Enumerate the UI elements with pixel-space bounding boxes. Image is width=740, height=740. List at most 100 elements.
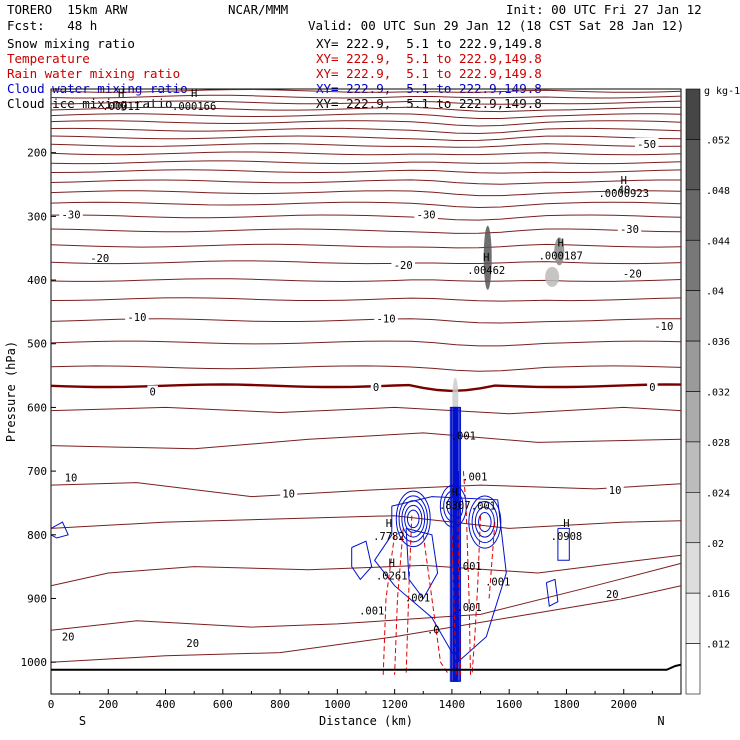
temperature-contour xyxy=(50,562,682,631)
temperature-label-bg xyxy=(280,487,298,499)
colorbar-bin xyxy=(685,340,701,392)
legend-section-coords: XY= 222.9, 5.1 to 222.9,149.8 xyxy=(316,51,542,66)
cloud-water-contour xyxy=(468,495,502,549)
temperature-contour xyxy=(50,515,682,529)
temperature-label-bg xyxy=(603,588,621,600)
extremum-marker: H xyxy=(118,88,124,100)
cloud-water-contour xyxy=(443,490,464,522)
rain-water-contour xyxy=(471,515,481,675)
temperature-contour xyxy=(50,100,682,105)
temperature-contour xyxy=(50,113,682,119)
x-tick-label: 1800 xyxy=(553,698,580,711)
temperature-label: -30 xyxy=(620,224,639,236)
temperature-label-bg xyxy=(647,381,658,393)
legend-section-coords: XY= 222.9, 5.1 to 222.9,149.8 xyxy=(316,66,542,81)
colorbar-tick-label: .02 xyxy=(706,539,724,550)
rain-water-contour xyxy=(462,471,471,675)
cloud-water-contour xyxy=(405,527,439,600)
temperature-contour xyxy=(50,243,682,249)
temperature-contour xyxy=(50,151,682,156)
temperature-label-bg xyxy=(374,312,398,324)
temperature-contour xyxy=(50,585,682,663)
y-tick-label: 300 xyxy=(27,210,47,223)
x-tick-label: 400 xyxy=(156,698,176,711)
temperature-label-bg xyxy=(414,208,438,220)
x-tick-label: 1400 xyxy=(439,698,466,711)
forecast-hour: Fcst: 48 h xyxy=(7,18,98,33)
y-tick-label: 400 xyxy=(27,274,47,287)
colorbar-bin xyxy=(685,290,701,342)
temperature-contour xyxy=(50,214,682,221)
temperature-contour xyxy=(50,179,681,185)
extremum-value: .0908 xyxy=(551,531,583,543)
cloud-water-contour xyxy=(50,521,69,539)
x-tick-label: 1200 xyxy=(381,698,408,711)
contour-value-label: .001 xyxy=(359,605,384,617)
contour-value-label: .001 xyxy=(462,472,487,484)
extremum-value: .000166 xyxy=(172,101,216,113)
temperature-contour xyxy=(50,94,682,99)
temperature-label: -20 xyxy=(90,253,109,265)
temperature-label-bg xyxy=(370,381,382,393)
temperature-label-bg xyxy=(59,630,77,642)
model-title: TORERO 15km ARW xyxy=(7,2,128,17)
colorbar-tick-label: .032 xyxy=(706,388,730,399)
north-end-label: N xyxy=(657,714,664,728)
cloud-water-contour xyxy=(406,509,420,529)
x-tick-label: 1600 xyxy=(496,698,523,711)
colorbar-bin xyxy=(685,88,701,140)
temperature-label: 10 xyxy=(65,472,78,484)
temperature-contour xyxy=(50,482,682,498)
temperature-contour xyxy=(50,406,682,415)
cloud-water-contour xyxy=(446,495,461,517)
cloud-water-contour xyxy=(471,500,499,544)
y-tick-label: 500 xyxy=(27,338,47,351)
y-tick-label: 800 xyxy=(27,529,47,542)
contour-value-label: .0 xyxy=(427,625,440,637)
contour-value-label: .001 xyxy=(451,430,476,442)
cloud-water-contour xyxy=(351,540,373,581)
rain-water-contour xyxy=(422,534,450,676)
colorbar-bin xyxy=(685,391,701,443)
y-tick-label: 200 xyxy=(27,147,47,160)
extremum-marker: H xyxy=(191,88,197,100)
temperature-label-bg xyxy=(59,208,83,220)
cloud-water-contour xyxy=(557,527,570,561)
temperature-contour xyxy=(50,160,682,165)
colorbar-bin xyxy=(685,643,701,695)
temperature-contour xyxy=(50,143,682,148)
x-tick-label: 0 xyxy=(48,698,55,711)
cloud-water-contour xyxy=(545,578,559,607)
cloud-water-contour xyxy=(398,495,428,543)
org-label: NCAR/MMM xyxy=(228,2,289,17)
temperature-label: 10 xyxy=(282,488,295,500)
contour-value-label: .001 xyxy=(456,602,481,614)
x-tick-label: 600 xyxy=(213,698,233,711)
colorbar-tick-label: .012 xyxy=(706,640,730,651)
legend-field-name: Temperature xyxy=(7,51,90,66)
colorbar-tick-label: .016 xyxy=(706,589,730,600)
contour-value-label: .001 xyxy=(456,561,481,573)
temperature-contour xyxy=(50,554,682,587)
colorbar-bin xyxy=(685,441,701,493)
temperature-label-bg xyxy=(606,484,624,496)
y-tick-label: 700 xyxy=(27,465,47,478)
temperature-contour xyxy=(50,169,682,174)
cloud-water-contour xyxy=(373,496,507,663)
south-end-label: S xyxy=(79,714,86,728)
snow-shading xyxy=(545,266,560,287)
valid-time: Valid: 00 UTC Sun 29 Jan 12 (18 CST Sat … xyxy=(308,18,685,33)
extremum-value: .0000923 xyxy=(598,188,649,200)
temperature-contour xyxy=(50,135,682,142)
temperature-contour xyxy=(50,340,682,347)
temperature-label-bg xyxy=(609,183,633,195)
colorbar-tick-label: .04 xyxy=(706,287,724,298)
y-tick-label: 600 xyxy=(27,401,47,414)
extremum-value: .00011 xyxy=(102,101,140,113)
colorbar-bin xyxy=(685,492,701,544)
temperature-label: 20 xyxy=(62,632,75,644)
legend-section-coords: XY= 222.9, 5.1 to 222.9,149.8 xyxy=(316,36,542,51)
colorbar-tick-label: .052 xyxy=(706,135,730,146)
colorbar-tick-label: .044 xyxy=(706,236,730,247)
extremum-value: .000187 xyxy=(539,251,583,263)
